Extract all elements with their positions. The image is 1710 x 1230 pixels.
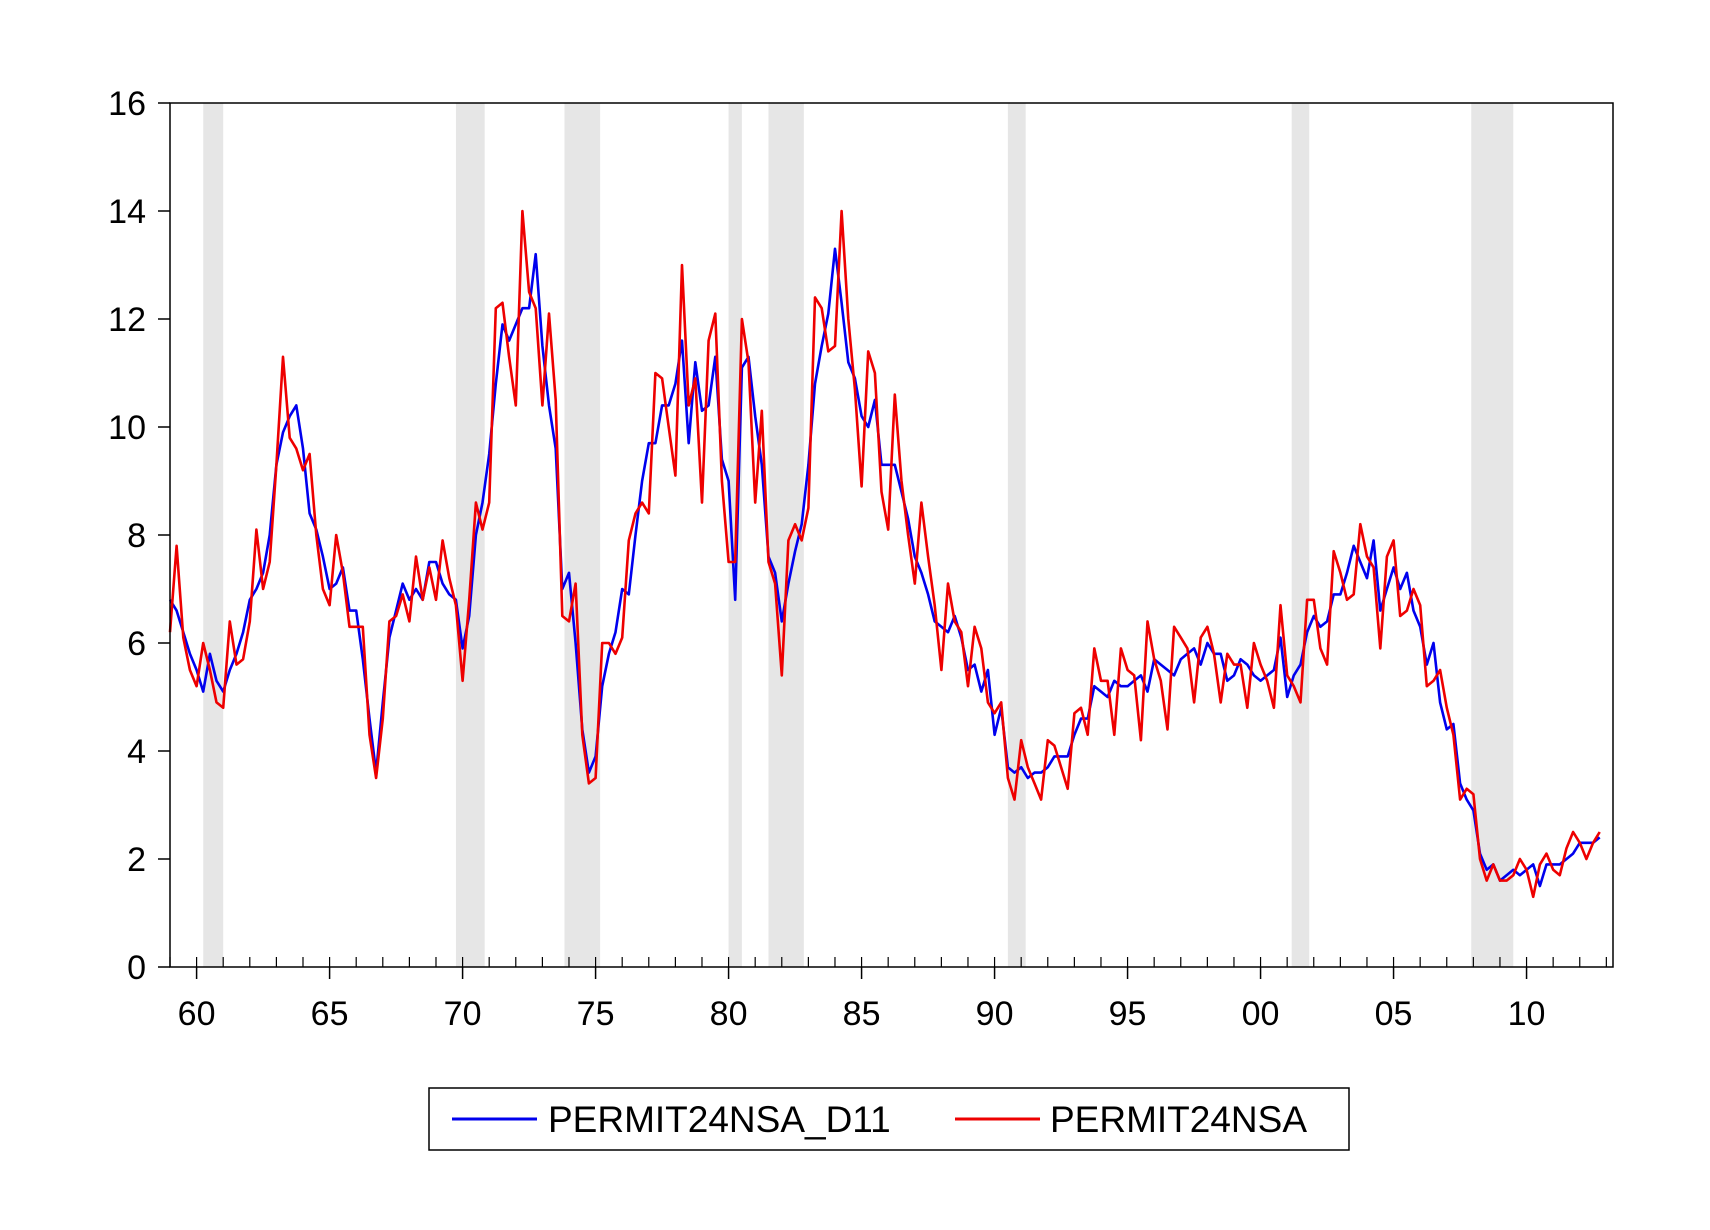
y-tick-label-14: 14 bbox=[108, 193, 146, 231]
y-axis: 0 2 4 6 8 10 12 14 16 bbox=[108, 85, 170, 987]
x-tick-label-90: 90 bbox=[976, 995, 1014, 1033]
x-axis: 60 65 70 75 80 85 90 95 00 05 10 bbox=[169, 957, 1607, 1033]
legend-label-permit24nsa: PERMIT24NSA bbox=[1050, 1099, 1307, 1140]
shaded-period-5 bbox=[1007, 103, 1026, 967]
y-tick-label-12: 12 bbox=[108, 301, 146, 339]
x-tick-label-60: 60 bbox=[178, 995, 216, 1033]
series-line-permit24nsa-d11 bbox=[168, 247, 1601, 888]
x-tick-label-00: 00 bbox=[1242, 995, 1280, 1033]
shaded-period-2 bbox=[564, 103, 601, 967]
x-tick-label-65: 65 bbox=[311, 995, 349, 1033]
series-lines bbox=[168, 209, 1601, 899]
x-tick-label-70: 70 bbox=[444, 995, 482, 1033]
x-tick-label-80: 80 bbox=[710, 995, 748, 1033]
y-tick-label-10: 10 bbox=[108, 409, 146, 447]
x-tick-label-85: 85 bbox=[843, 995, 881, 1033]
legend-box bbox=[428, 1087, 1350, 1151]
y-tick-label-6: 6 bbox=[127, 625, 146, 663]
y-tick-label-16: 16 bbox=[108, 85, 146, 123]
y-tick-label-4: 4 bbox=[127, 733, 146, 771]
legend: PERMIT24NSA_D11 PERMIT24NSA bbox=[428, 1087, 1350, 1151]
shaded-period-1 bbox=[455, 103, 485, 967]
y-tick-label-8: 8 bbox=[127, 517, 146, 555]
x-tick-label-95: 95 bbox=[1109, 995, 1147, 1033]
legend-label-permit24nsa-d11: PERMIT24NSA_D11 bbox=[548, 1099, 891, 1140]
shaded-period-6 bbox=[1291, 103, 1310, 967]
shaded-period-7 bbox=[1471, 103, 1514, 967]
y-tick-label-0: 0 bbox=[127, 949, 146, 987]
x-tick-label-10: 10 bbox=[1508, 995, 1546, 1033]
x-tick-label-05: 05 bbox=[1375, 995, 1413, 1033]
y-tick-label-2: 2 bbox=[127, 841, 146, 879]
shaded-period-0 bbox=[203, 103, 224, 967]
x-tick-label-75: 75 bbox=[577, 995, 615, 1033]
series-line-permit24nsa bbox=[168, 209, 1601, 899]
